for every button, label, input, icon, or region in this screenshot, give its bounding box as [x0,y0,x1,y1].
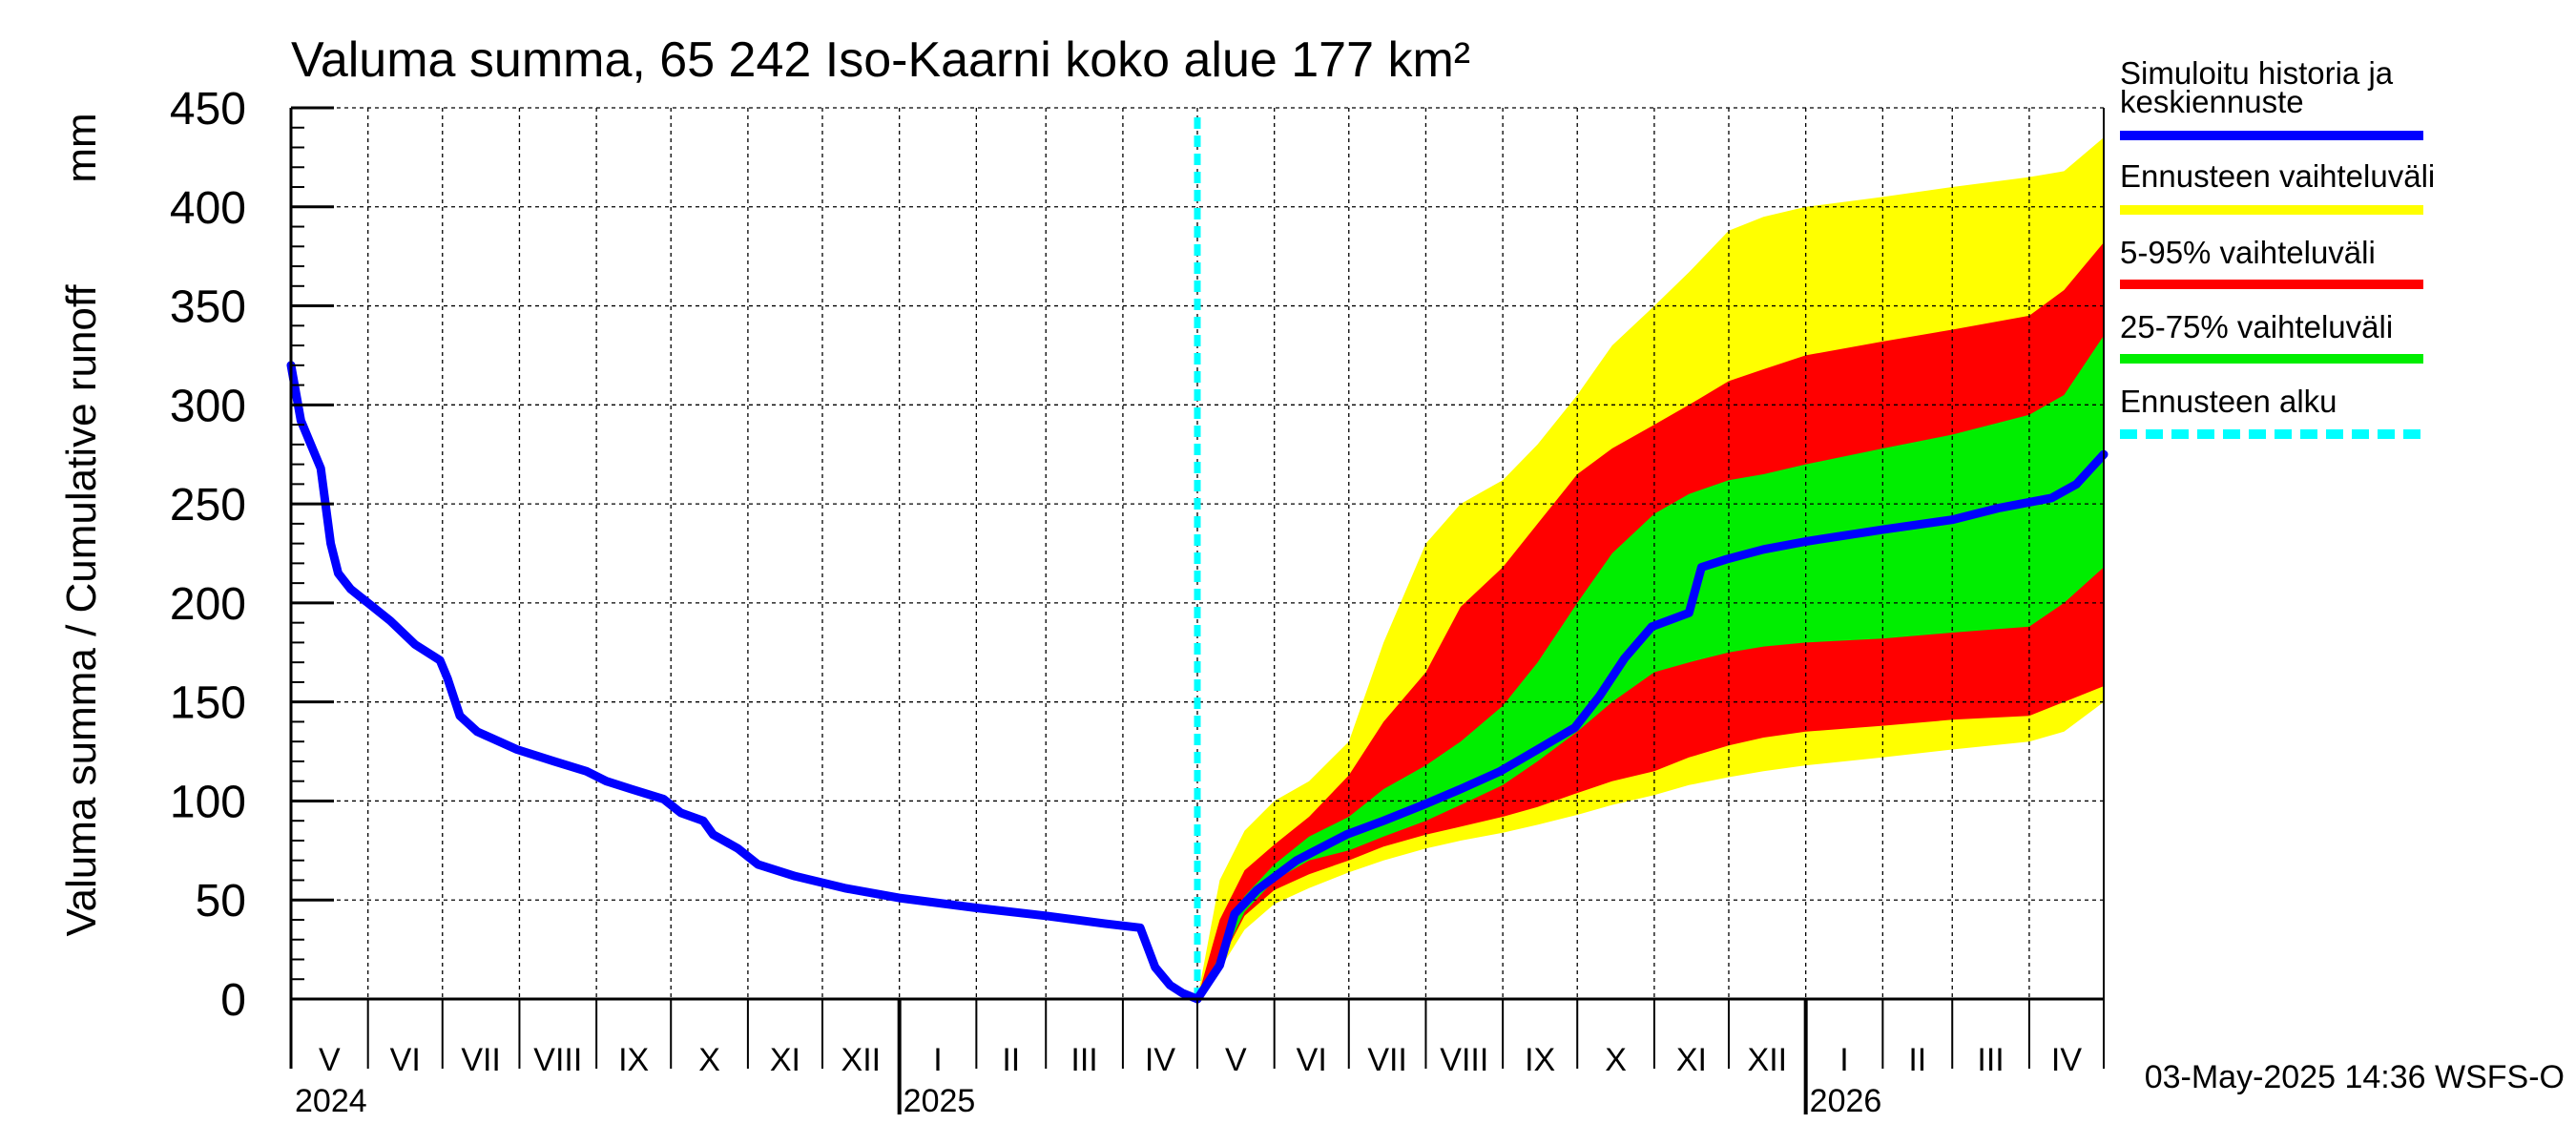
month-label: IX [618,1042,649,1078]
month-label: II [1908,1042,1926,1078]
grid [291,107,2104,999]
month-label: V [319,1042,341,1078]
series-lines [286,117,2109,1004]
median-line [1193,449,2109,1004]
month-label: XII [841,1042,882,1078]
month-label: VI [390,1042,421,1078]
y-tick-label: 300 [170,381,246,431]
month-label: XI [1676,1042,1707,1078]
month-label: VIII [533,1042,582,1078]
y-tick-label: 0 [220,975,246,1026]
month-label: XII [1748,1042,1788,1078]
month-label: X [698,1042,720,1078]
month-label: VII [461,1042,501,1078]
y-tick-label: 350 [170,282,246,333]
y-tick-label: 150 [170,678,246,729]
timestamp: 03-May-2025 14:36 WSFS-O [2145,1059,2565,1095]
y-tick-label: 100 [170,777,246,827]
legend-label: Ennusteen alku [2120,384,2337,419]
y-tick-label: 200 [170,579,246,630]
month-label: I [1839,1042,1848,1078]
month-label: I [933,1042,942,1078]
month-label: VI [1297,1042,1327,1078]
y-axis-label: Valuma summa / Cumulative runoff [58,284,105,937]
history-line [286,361,1202,1004]
month-label: IX [1525,1042,1555,1078]
year-label: 2025 [904,1083,976,1119]
y-tick-label: 50 [196,876,246,926]
month-label: IV [2051,1042,2082,1078]
year-label: 2024 [295,1083,367,1119]
legend-label: 5-95% vaihteluväli [2120,235,2376,270]
month-label: X [1605,1042,1627,1078]
month-label: III [1977,1042,2004,1078]
month-label: V [1225,1042,1247,1078]
y-tick-label: 400 [170,183,246,234]
y-axis-unit: mm [58,113,105,182]
legend-label: 25-75% vaihteluväli [2120,309,2393,344]
month-label: III [1070,1042,1097,1078]
legend-label: Ennusteen vaihteluväli [2120,158,2435,194]
band-25-75 [1197,335,2104,999]
year-label: 2026 [1810,1083,1882,1119]
month-label: II [1002,1042,1020,1078]
month-label: VII [1367,1042,1407,1078]
legend-label: keskiennuste [2120,84,2304,119]
forecast-bands [1197,137,2104,1000]
chart-title: Valuma summa, 65 242 Iso-Kaarni koko alu… [291,32,1470,88]
y-tick-label: 250 [170,480,246,531]
month-label: VIII [1440,1042,1488,1078]
legend-label: Simuloitu historia ja [2120,55,2394,91]
month-label: IV [1145,1042,1175,1078]
month-label: XI [770,1042,800,1078]
y-tick-label: 450 [170,84,246,135]
